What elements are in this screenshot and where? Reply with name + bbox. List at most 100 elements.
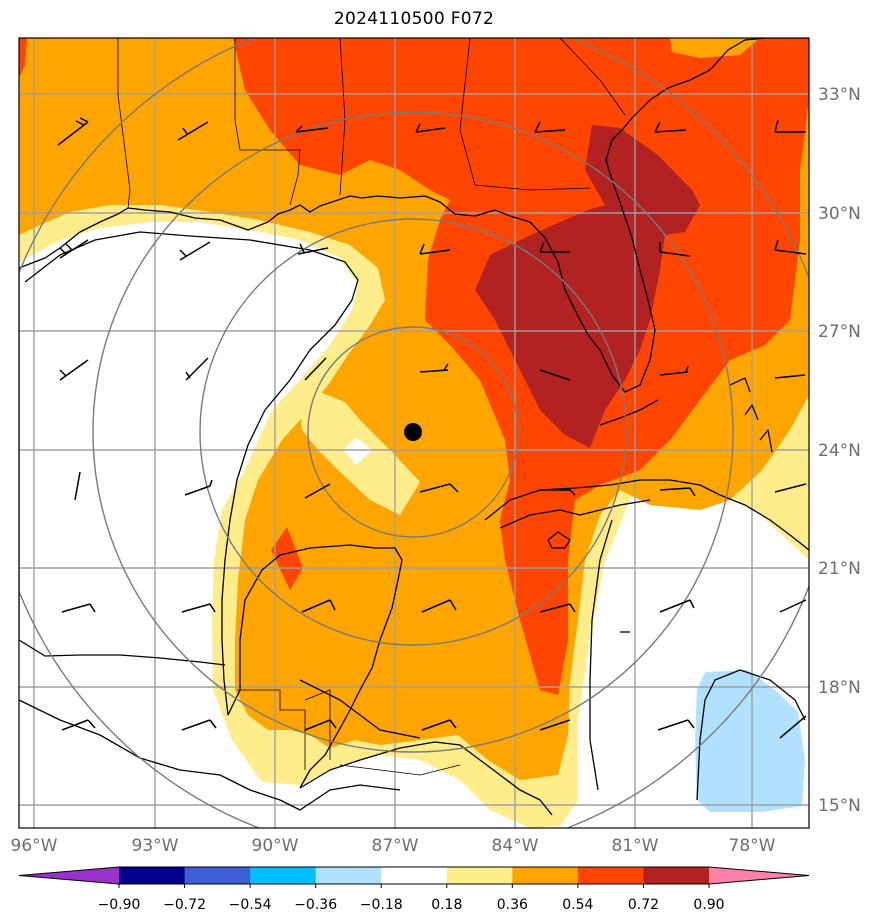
colorbar-extend-high [709,867,809,884]
mexico-west-coast-arc [24,231,359,716]
bahamas-3 [729,377,751,393]
wind-barb [57,117,89,146]
wind-barb [301,599,336,613]
bahamas-1 [744,404,759,421]
wind-barb [534,121,566,133]
colorbar: −0.90 −0.72 −0.54 −0.36 −0.18 0.18 0.36 0.54 0.7… [18,866,810,913]
colorbar-swatch [577,867,644,884]
wind-barb [419,363,449,373]
colorbar-tick-label: 0.18 [431,897,462,913]
border-fl-ga [474,184,591,191]
central-america-interior [299,679,421,739]
border-ms-al [339,38,346,196]
lon-label: 78°W [729,836,776,856]
colorbar-extend-low [19,867,119,884]
colorbar-swatch [446,867,513,884]
wind-barb [59,239,89,259]
wind-barb [659,599,695,613]
field-level-0p54-corner [19,38,27,78]
wind-barb [774,119,806,133]
wind-barb [61,719,96,731]
wind-barb [181,603,216,613]
lat-label: 15°N [818,796,861,816]
colorbar-tick-label: −0.90 [98,897,141,913]
lat-label: 18°N [818,678,861,698]
wind-barb [419,483,459,493]
lon-labels: 96°W 93°W 90°W 87°W 84°W 81°W 78°W [11,836,776,856]
border-al-ga [459,38,476,186]
wind-barb [421,599,457,613]
yucatan-coast [227,544,403,789]
border-belize [304,689,331,760]
colorbar-swatch [315,867,382,884]
field-level-neg0p18 [695,670,805,812]
graticule [19,38,809,828]
wind-barb [181,719,217,731]
colorbar-swatch [184,867,251,884]
colorbar-swatch [643,867,710,884]
wind-barb [657,719,695,731]
cuba-south [499,499,651,529]
lat-labels: 33°N 30°N 27°N 24°N 21°N 18°N 15°N [818,85,861,816]
colorbar-tick-label: 0.72 [628,897,659,913]
wind-barb [59,359,89,381]
colorbar-tick-label: −0.18 [360,897,403,913]
wind-barb [539,369,571,381]
range-ring-3 [92,111,734,753]
wind-barb [184,479,213,496]
border-tx-la [117,38,131,209]
lon-label: 93°W [132,836,179,856]
lon-label: 87°W [372,836,419,856]
wind-barb [774,374,806,379]
wind-barb [415,123,446,133]
wind-barb [540,489,576,496]
colorbar-tick-label: −0.72 [163,897,206,913]
colorbar-swatch [250,867,317,884]
map-title: 2024110500 F072 [333,9,495,29]
coastlines [19,38,809,816]
lat-label: 33°N [818,85,861,105]
colorbar-swatch [381,867,448,884]
range-ring-2 [199,218,627,646]
wind-barb [539,719,571,731]
wind-barb [774,239,807,255]
lon-label: 90°W [252,836,299,856]
wind-barb [295,125,329,133]
lon-label: 84°W [492,836,539,856]
border-ga-sc [559,38,626,116]
lat-label: 24°N [818,441,861,461]
storm-center-marker [404,423,422,441]
wind-barb [304,357,327,381]
florida-keys [599,399,659,426]
wind-barb [421,719,457,731]
political-borders [117,38,626,776]
wind-barb [297,243,329,255]
lon-label: 81°W [612,836,659,856]
hispaniola-arc [696,669,806,801]
wind-barb [659,487,696,497]
wind-barbs [57,117,807,739]
wind-barb [659,365,689,376]
us-gulf-coast [19,38,766,393]
field-hole-white [343,437,372,465]
isla-juventud [547,531,571,549]
wind-barb [185,357,209,381]
wind-barb [539,603,576,613]
central-america-coast [299,741,553,816]
wind-barb [539,241,570,253]
wind-barb [304,719,337,731]
field-level-0p72 [475,125,700,448]
wind-barb [74,471,81,501]
lat-label: 27°N [818,322,861,342]
wind-barb [659,242,691,257]
mexico-gulf-coast [19,268,226,666]
ring-boundary-mexico [589,519,613,791]
wind-barb [779,599,807,613]
field-level-0p54-blob [271,527,303,590]
colorbar-tick-label: −0.54 [229,897,272,913]
colorbar-tick-label: 0.54 [562,897,593,913]
lat-label: 21°N [818,559,861,579]
caribbean-coast-south [19,699,401,811]
wind-barb [61,603,96,613]
